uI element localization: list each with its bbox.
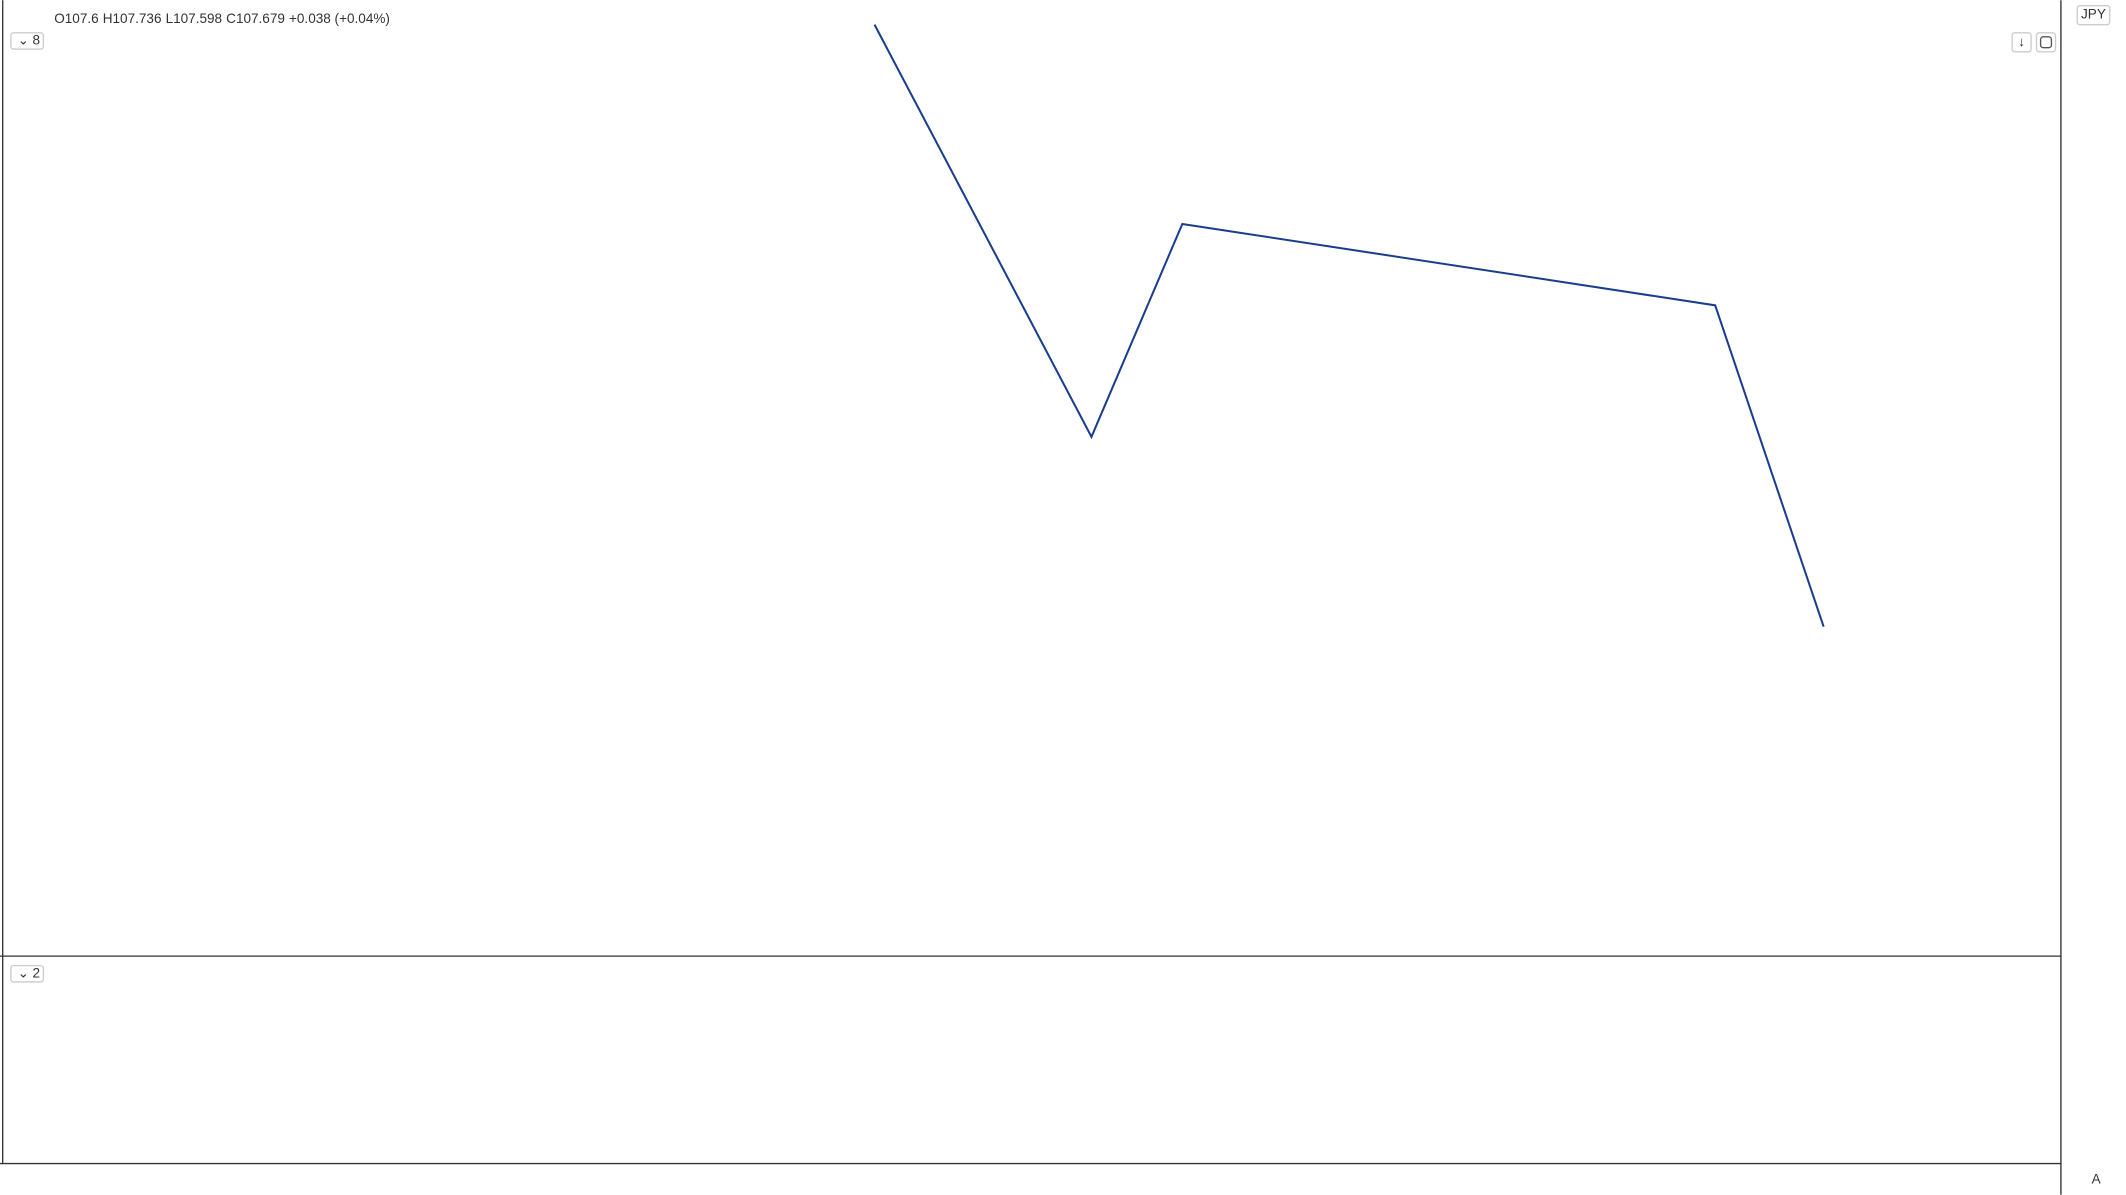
scroll-button[interactable] [2011,32,2032,53]
arrow-icon: ↓ [2018,34,2025,49]
ohlc-value: C107.679 [226,11,285,26]
ohlc-value: O107.6 [54,11,98,26]
auto-scale-button[interactable]: A [2092,1171,2102,1186]
currency-box[interactable] [2076,4,2111,26]
pattern-drawing [873,24,1825,627]
indicator-toggle[interactable] [10,964,45,983]
ohlc-value: L107.598 [166,11,223,26]
indicator-count: 8 [33,32,41,47]
ohlc-text: O107.6 H107.736 L107.598 C107.679 +0.038 (+0… [54,11,390,26]
currency: JPY [2081,7,2106,22]
ohlc-value: H107.736 [103,11,162,26]
indicator-count: 2 [33,965,41,980]
chevron: ⌄ [18,32,29,47]
chevron: ⌄ [18,965,29,980]
reset-icon [2039,36,2053,49]
reset-button[interactable] [2035,32,2057,53]
ohlc-value: +0.038 (+0.04%) [289,11,390,26]
indicator-toggle[interactable] [10,32,45,50]
